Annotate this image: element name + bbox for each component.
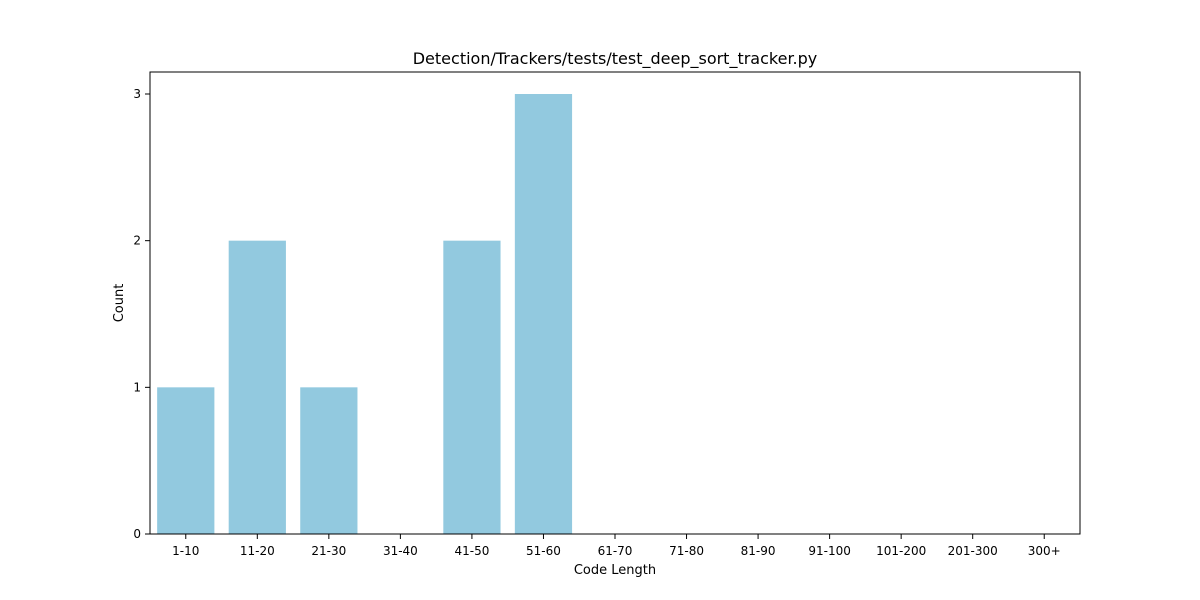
x-tick-label: 300+: [1028, 544, 1061, 558]
x-tick-label: 101-200: [876, 544, 926, 558]
y-axis-label: Count: [112, 284, 127, 323]
bars-group: [157, 94, 573, 534]
bar-51-60: [514, 94, 573, 534]
x-tick-label: 71-80: [669, 544, 704, 558]
chart-title: Detection/Trackers/tests/test_deep_sort_…: [413, 49, 818, 69]
x-tick-label: 11-20: [240, 544, 275, 558]
x-tick-label: 81-90: [741, 544, 776, 558]
bar-1-10: [157, 387, 215, 534]
bar-11-20: [228, 240, 286, 534]
x-axis-label: Code Length: [574, 563, 656, 578]
x-tick-label: 51-60: [526, 544, 561, 558]
y-tick-label: 2: [133, 234, 141, 248]
y-axis-ticks: 0 1 2 3: [133, 87, 150, 541]
y-tick-label: 3: [133, 87, 141, 101]
x-tick-label: 21-30: [311, 544, 346, 558]
x-tick-label: 91-100: [808, 544, 851, 558]
x-tick-label: 201-300: [948, 544, 998, 558]
x-tick-label: 41-50: [454, 544, 489, 558]
y-tick-label: 1: [133, 380, 141, 394]
y-tick-label: 0: [133, 527, 141, 541]
x-tick-label: 1-10: [172, 544, 199, 558]
bar-41-50: [443, 240, 501, 534]
x-axis-ticks: 1-10 11-20 21-30 31-40 41-50 51-60 61-70 71-80 8…: [172, 534, 1061, 558]
x-tick-label: 31-40: [383, 544, 418, 558]
bar-21-30: [300, 387, 358, 534]
x-tick-label: 61-70: [598, 544, 633, 558]
plot-frame: [149, 71, 1081, 535]
